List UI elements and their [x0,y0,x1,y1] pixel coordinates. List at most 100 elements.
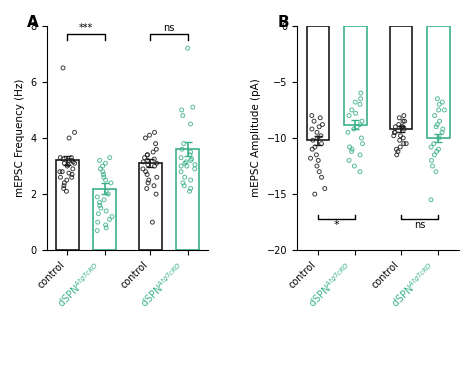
Point [102,208,110,214]
Point [348,149,356,155]
Point [153,146,160,152]
Point [396,137,403,143]
Point [357,96,365,102]
Point [311,191,319,197]
Point [435,146,442,152]
Bar [93,188,116,250]
Point [65,135,73,141]
Point [63,177,71,183]
Point [61,180,68,186]
Point [345,158,353,163]
Point [177,155,185,160]
Text: A: A [27,14,39,29]
Point [65,158,73,163]
Point [428,158,435,163]
Point [96,199,103,205]
Point [59,156,67,162]
Point [184,45,191,51]
Point [149,149,157,155]
Point [64,162,72,167]
Point [101,160,109,166]
Point [178,146,186,152]
Point [187,185,194,191]
Point [400,113,408,118]
Point [317,115,324,121]
Point [139,159,147,165]
Point [151,163,158,169]
Point [309,137,317,143]
Point [438,99,446,105]
Point [432,124,440,130]
Bar [307,26,329,140]
Point [106,155,114,160]
Point [93,194,101,200]
Point [356,169,364,175]
Point [56,169,64,175]
Point [180,141,188,146]
Point [181,183,188,189]
Point [188,156,195,162]
Text: ns: ns [163,23,174,33]
Point [352,110,359,116]
Point [177,163,185,169]
Bar [390,26,412,129]
Bar [344,26,367,124]
Point [71,130,78,135]
Point [351,163,358,169]
Point [356,152,364,158]
Point [102,177,109,183]
Point [345,113,353,118]
Point [428,144,435,150]
Bar [56,160,79,250]
Point [393,152,401,158]
Bar [427,26,450,138]
Point [358,135,365,141]
Point [430,141,438,146]
Point [143,171,151,177]
Point [95,211,102,217]
Point [318,174,325,180]
Point [186,188,193,194]
Point [401,118,408,124]
Point [311,144,319,150]
Point [314,135,321,141]
Point [191,162,199,167]
Point [60,183,68,189]
Point [150,156,158,162]
Point [99,169,107,175]
Point [348,146,356,152]
Point [428,163,436,169]
Point [400,135,407,141]
Point [102,188,110,194]
Point [433,149,440,155]
Point [316,169,323,175]
Point [108,213,116,219]
Point [321,185,328,191]
Point [431,113,438,118]
Point [97,166,104,172]
Point [56,155,64,160]
Point [181,160,189,166]
Point [96,202,104,208]
Point [430,152,438,158]
Point [434,96,441,102]
Point [308,126,316,132]
Point [310,118,318,124]
Point [139,166,146,172]
Point [399,124,407,130]
Point [350,126,358,132]
Text: B: B [278,14,290,29]
Point [102,225,110,231]
Point [63,188,70,194]
Point [391,130,398,135]
Point [401,126,408,132]
Point [144,152,151,158]
Point [317,133,325,139]
Point [96,158,103,163]
Point [59,65,67,71]
Point [356,121,364,127]
Point [187,177,194,183]
Point [356,101,364,107]
Point [100,197,108,203]
Point [312,152,320,158]
